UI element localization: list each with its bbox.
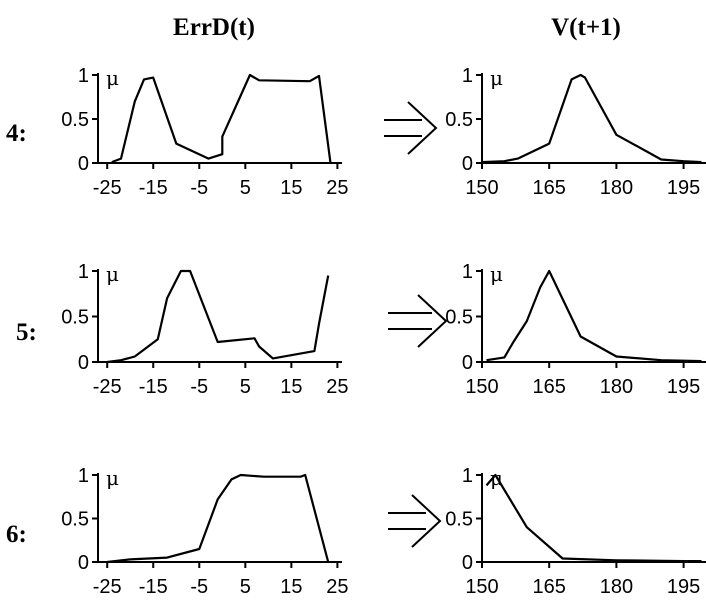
membership-curve <box>107 269 330 364</box>
arrow-head <box>417 294 448 348</box>
x-tick-label: 150 <box>465 576 498 598</box>
x-tick-label: -25 <box>93 376 122 398</box>
y-tick-label: 1 <box>462 65 473 87</box>
x-tick-label: -15 <box>139 576 168 598</box>
arrow-head <box>407 101 438 155</box>
x-tick-label: 165 <box>533 177 566 199</box>
x-tick-label: -5 <box>190 576 208 598</box>
x-tick-label: 5 <box>240 576 251 598</box>
membership-curve <box>107 473 330 564</box>
y-tick-label: 0.5 <box>445 509 473 531</box>
y-tick-label: 1 <box>462 465 473 487</box>
mu-label: μ <box>490 66 503 90</box>
x-tick-label: 150 <box>465 177 498 199</box>
row-4: 4: 0 0.5 1 -25 -15 -5 5 15 25 μ 0 0.5 1 150 165 180 195 μ <box>6 65 706 199</box>
x-tick-label: 15 <box>280 177 302 199</box>
mu-label: μ <box>490 262 503 286</box>
left-panel: 0 0.5 1 -25 -15 -5 5 15 25 μ <box>61 65 348 199</box>
x-tick-label: -15 <box>139 177 168 199</box>
x-tick-label: 165 <box>533 576 566 598</box>
y-tick-label: 0.5 <box>61 109 89 131</box>
x-tick-label: 25 <box>326 177 348 199</box>
mu-label: μ <box>106 262 119 286</box>
y-tick-label: 1 <box>462 261 473 283</box>
y-tick-label: 0.5 <box>61 509 89 531</box>
row-label: 5: <box>16 319 37 346</box>
y-tick-label: 0.5 <box>61 307 89 329</box>
y-tick-label: 1 <box>78 261 89 283</box>
y-tick-label: 0 <box>462 552 473 574</box>
y-tick-label: 0 <box>78 352 89 374</box>
x-tick-label: 180 <box>600 177 633 199</box>
row-label: 4: <box>6 120 27 147</box>
y-tick-label: 0 <box>78 552 89 574</box>
membership-curve <box>485 473 702 563</box>
implies-arrow <box>388 494 442 548</box>
y-tick-label: 1 <box>78 65 89 87</box>
row-label: 6: <box>6 521 27 548</box>
x-tick-label: 5 <box>240 376 251 398</box>
row-5: 5: 0 0.5 1 -25 -15 -5 5 15 25 μ 0 0.5 1 150 165 180 195 μ <box>16 261 706 398</box>
mu-label: μ <box>106 466 119 490</box>
implies-arrow <box>384 101 438 155</box>
x-tick-label: 150 <box>465 376 498 398</box>
membership-curve <box>481 73 702 164</box>
x-tick-label: -5 <box>190 177 208 199</box>
implies-arrow <box>388 294 448 348</box>
right-panel: 0 0.5 1 150 165 180 195 μ <box>445 65 706 199</box>
y-tick-label: 0 <box>462 153 473 175</box>
x-tick-label: -15 <box>139 376 168 398</box>
x-tick-label: 195 <box>667 376 700 398</box>
x-tick-label: -5 <box>190 376 208 398</box>
arrow-head <box>411 494 442 548</box>
x-tick-label: -25 <box>93 177 122 199</box>
membership-curve <box>486 269 702 363</box>
y-tick-label: 1 <box>78 465 89 487</box>
mu-label: μ <box>106 66 119 90</box>
header-left: ErrD(t) <box>173 14 255 41</box>
y-tick-label: 0.5 <box>445 307 473 329</box>
right-panel: 0 0.5 1 150 165 180 195 μ <box>445 261 706 398</box>
x-tick-label: 15 <box>280 376 302 398</box>
header-right: V(t+1) <box>551 14 621 41</box>
x-tick-label: 195 <box>667 576 700 598</box>
x-tick-label: 25 <box>326 376 348 398</box>
membership-curve <box>111 73 332 164</box>
x-tick-label: 180 <box>600 376 633 398</box>
left-panel: 0 0.5 1 -25 -15 -5 5 15 25 μ <box>61 261 348 398</box>
x-tick-label: 165 <box>533 376 566 398</box>
x-tick-label: 25 <box>326 576 348 598</box>
x-tick-label: 180 <box>600 576 633 598</box>
x-tick-label: 195 <box>667 177 700 199</box>
left-panel: 0 0.5 1 -25 -15 -5 5 15 25 μ <box>61 465 348 598</box>
x-tick-label: 5 <box>240 177 251 199</box>
x-tick-label: 15 <box>280 576 302 598</box>
y-tick-label: 0 <box>462 352 473 374</box>
y-tick-label: 0.5 <box>445 109 473 131</box>
y-tick-label: 0 <box>78 153 89 175</box>
x-tick-label: -25 <box>93 576 122 598</box>
